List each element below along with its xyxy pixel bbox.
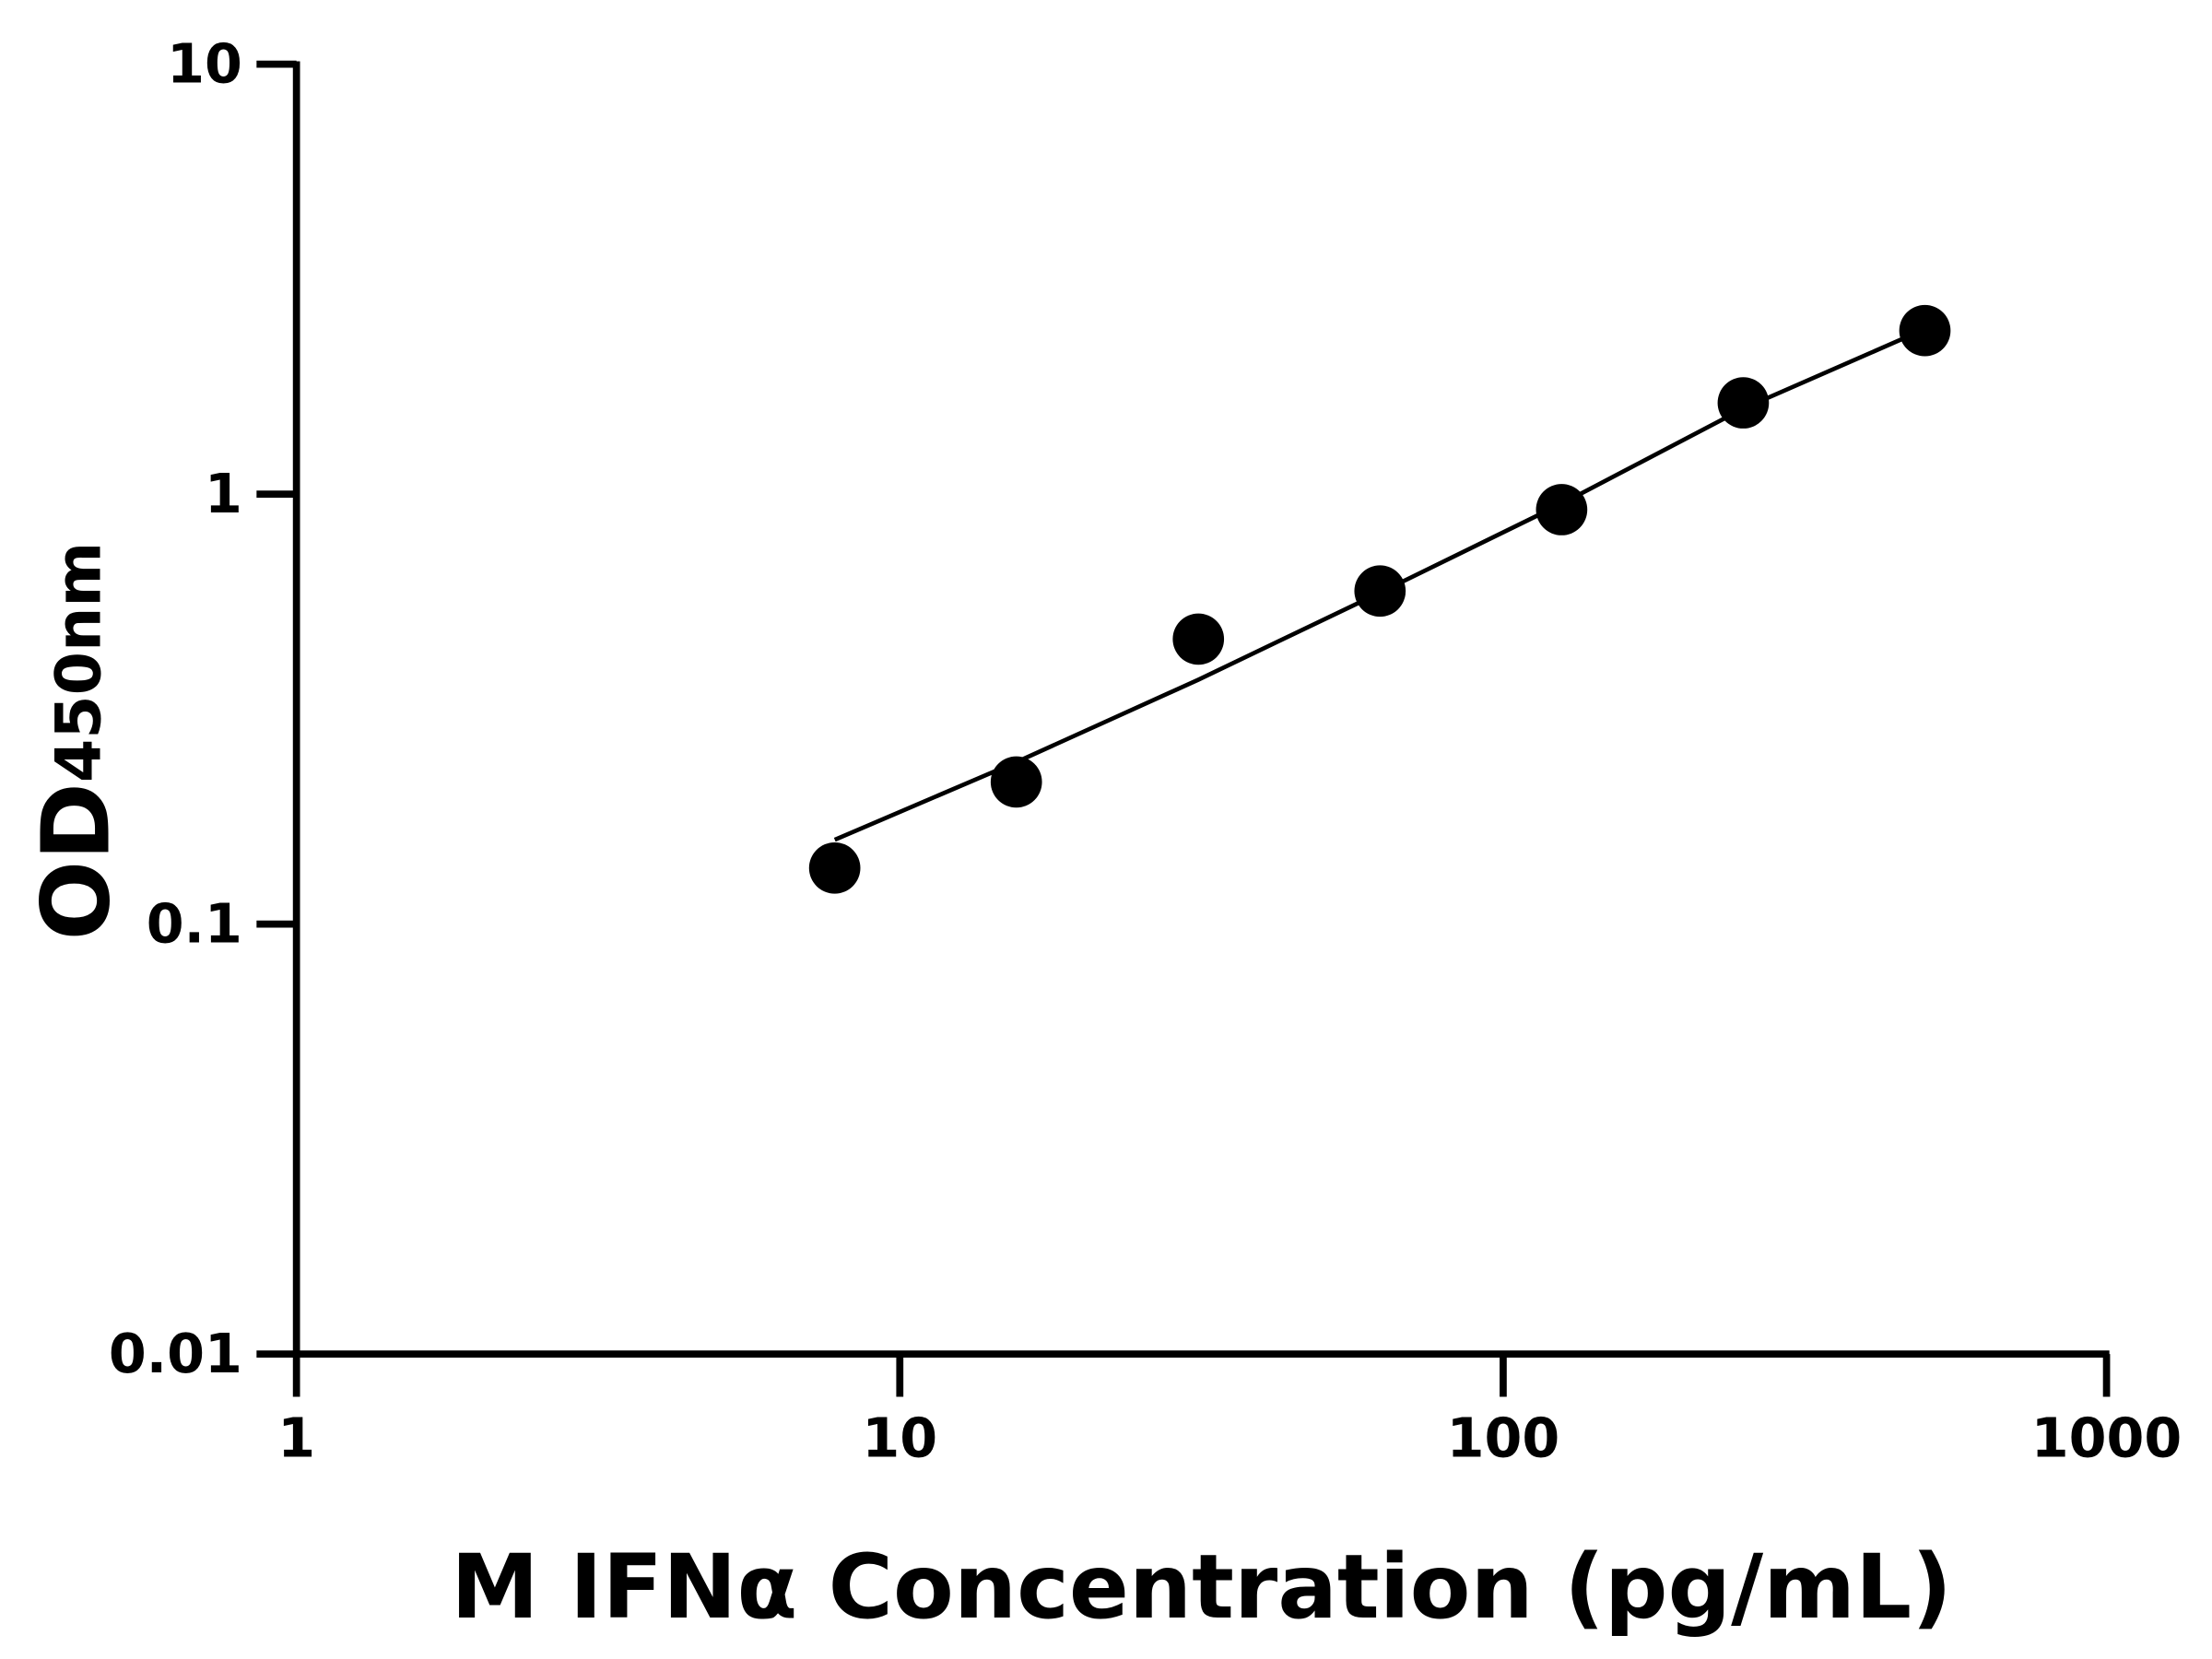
- x-tick-label: 1: [277, 1406, 315, 1469]
- data-points: [808, 304, 1951, 894]
- y-axis-label-sub: 450nm: [42, 542, 115, 782]
- axes: [292, 61, 2110, 1358]
- data-point: [1354, 565, 1406, 618]
- data-point: [990, 756, 1042, 808]
- data-point: [808, 841, 861, 894]
- y-tick-label: 10: [167, 32, 242, 96]
- data-point: [1717, 377, 1770, 429]
- ticks: 1 10 100 1000 0.01 0.1 1 10: [109, 32, 2182, 1470]
- y-tick-label: 1: [205, 462, 242, 525]
- y-axis-label-main: OD: [22, 782, 132, 940]
- y-tick-label: 0.01: [109, 1322, 242, 1385]
- y-tick-label: 0.1: [147, 892, 242, 956]
- data-point: [1172, 613, 1225, 665]
- y-axis-label: OD450nm: [22, 542, 132, 941]
- data-point: [1535, 484, 1588, 535]
- x-tick-label: 1000: [2031, 1406, 2183, 1469]
- data-point: [1899, 304, 1951, 357]
- x-axis-label: M IFNα Concentration (pg/mL): [451, 1535, 1952, 1639]
- x-tick-label: 10: [862, 1406, 937, 1469]
- x-tick-label: 100: [1447, 1406, 1560, 1469]
